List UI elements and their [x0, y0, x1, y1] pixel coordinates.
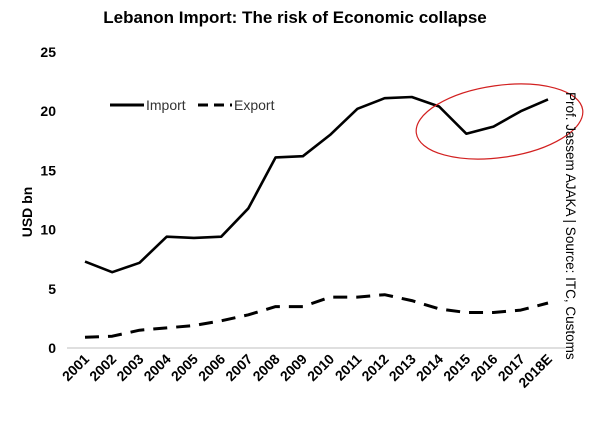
y-axis-ticks: 0 5 10 15 20 25 [40, 44, 56, 356]
legend: Import Export [110, 97, 275, 113]
x-tick-label: 2005 [168, 351, 201, 384]
x-tick-label: 2008 [249, 351, 282, 384]
x-tick-label: 2016 [467, 351, 500, 384]
y-tick-label: 5 [48, 281, 56, 297]
source-note: Prof. Jassem AJAKA | Source: ITC, Custom… [563, 92, 578, 360]
x-tick-label: 2007 [222, 351, 255, 384]
legend-label-export: Export [234, 97, 275, 113]
y-tick-label: 25 [40, 44, 56, 60]
chart-title: Lebanon Import: The risk of Economic col… [103, 8, 487, 27]
x-tick-label: 2012 [358, 351, 391, 384]
y-tick-label: 0 [48, 340, 56, 356]
series-line-export [84, 293, 549, 339]
x-tick-label: 2002 [86, 351, 119, 384]
legend-label-import: Import [146, 97, 186, 113]
x-tick-label: 2014 [413, 351, 446, 384]
y-tick-label: 10 [40, 222, 56, 238]
x-tick-label: 2013 [386, 351, 419, 384]
x-tick-label: 2010 [304, 351, 337, 384]
x-tick-label: 2003 [113, 351, 146, 384]
series-line-import [84, 95, 549, 274]
x-tick-label: 2011 [332, 351, 365, 384]
y-tick-label: 20 [40, 103, 56, 119]
highlight-ellipse [415, 83, 584, 160]
x-tick-label: 2001 [59, 351, 92, 384]
x-tick-label: 2009 [277, 351, 310, 384]
series-layer [84, 95, 549, 339]
y-axis-label: USD bn [19, 187, 35, 238]
x-tick-label: 2015 [440, 351, 473, 384]
x-tick-label: 2006 [195, 351, 228, 384]
x-tick-label: 2004 [140, 351, 173, 384]
x-axis-ticks: 2001200220032004200520062007200820092010… [59, 351, 555, 391]
y-tick-label: 15 [40, 162, 56, 178]
